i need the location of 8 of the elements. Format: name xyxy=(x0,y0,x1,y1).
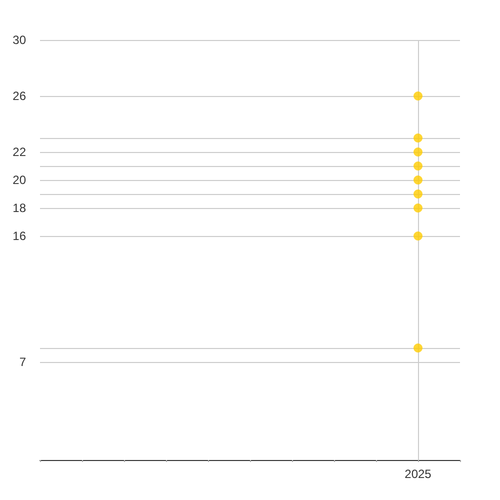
y-tick-label: 20 xyxy=(12,173,26,187)
y-tick-label: 18 xyxy=(12,201,26,215)
y-tick-label: 7 xyxy=(19,355,26,369)
y-tick-label: 30 xyxy=(12,33,26,47)
y-tick-label: 16 xyxy=(12,229,26,243)
y-tick-label: 22 xyxy=(12,145,26,159)
y-tick-label: 26 xyxy=(12,89,26,103)
x-tick-label: 2025 xyxy=(404,467,432,481)
